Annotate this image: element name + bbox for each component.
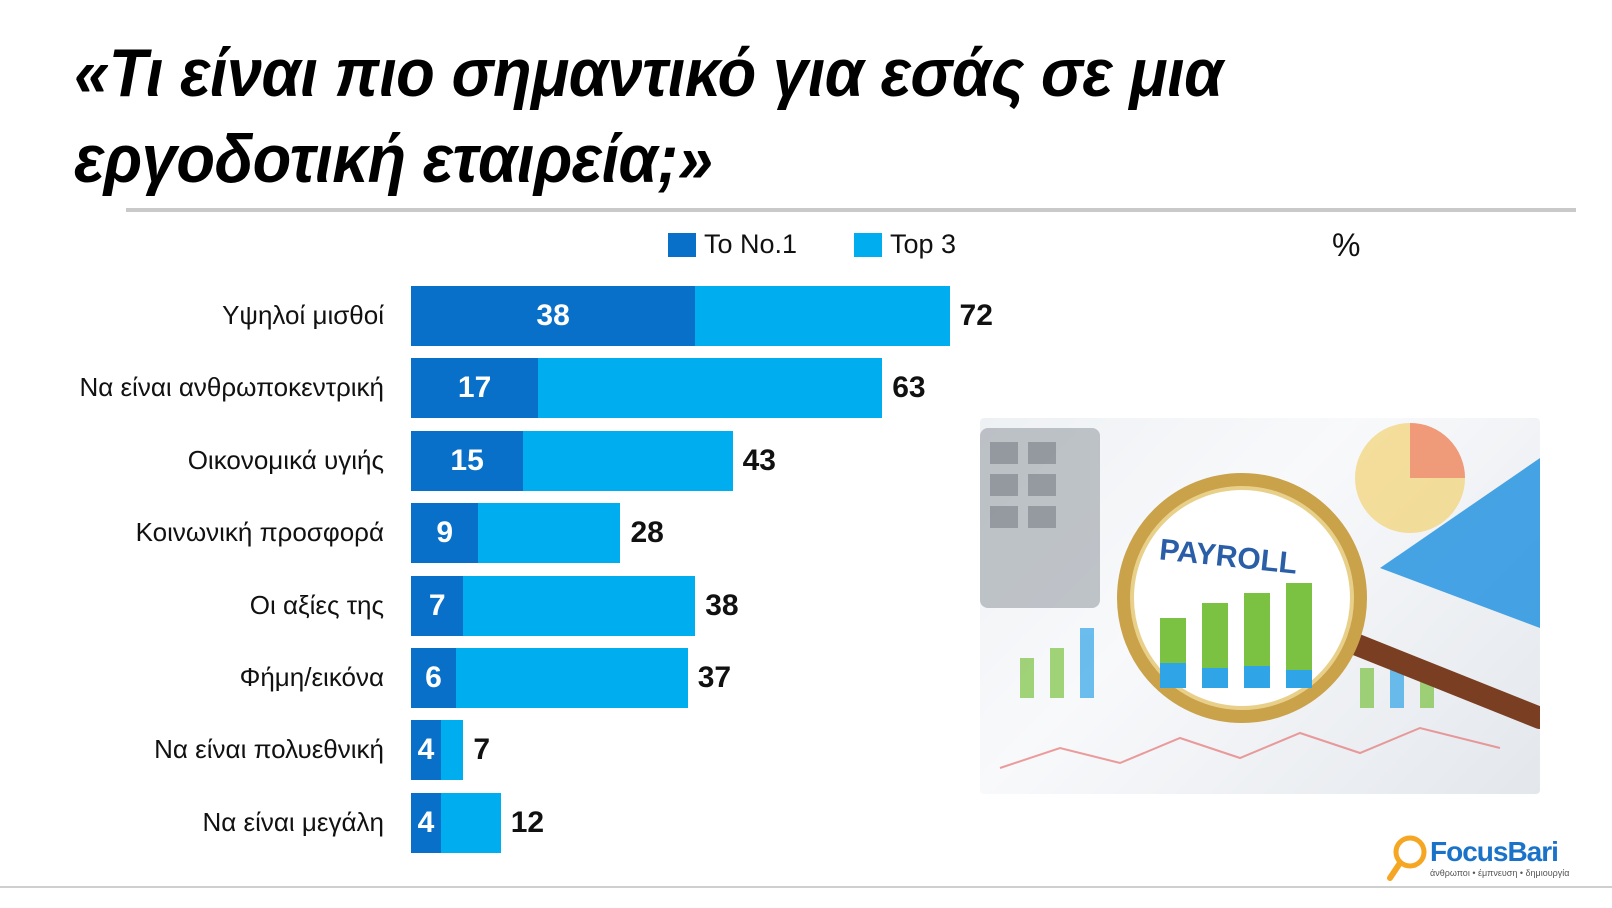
page-title: «Τι είναι πιο σημαντικό για εσάς σε μια … (74, 30, 1450, 202)
legend-label-top3: Top 3 (890, 229, 957, 259)
data-label-top3: 7 (473, 733, 491, 767)
legend-label-no1: Το No.1 (704, 229, 798, 259)
category-label: Φήμη/εικόνα (239, 662, 384, 692)
magnifying-glass-icon: PAYROLL (980, 423, 1540, 769)
title-line-1: «Τι είναι πιο σημαντικό για εσάς σε μια (74, 35, 1223, 111)
category-label: Οι αξίες της (249, 589, 384, 620)
data-label-top3: 12 (510, 805, 545, 839)
data-label-no1: 15 (450, 443, 484, 477)
focusbari-logo: FocusBari άνθρωποι • έμπνευση • δημιουργ… (1386, 834, 1570, 884)
footer-divider (0, 886, 1612, 888)
unit-label: % (1332, 227, 1361, 263)
bar-no1 (411, 720, 441, 781)
bar-no1 (411, 792, 441, 853)
legend-item-top3: Top 3 (854, 229, 956, 260)
bar-no1 (411, 648, 456, 708)
category-label: Να είναι πολυεθνική (154, 734, 384, 765)
bar-no1 (411, 503, 479, 564)
data-label-no1: 4 (417, 733, 435, 767)
bar-top3 (411, 648, 688, 708)
data-label-top3: 72 (959, 299, 993, 332)
logo-wordmark: FocusBari (1430, 836, 1559, 867)
legend-swatch-top3 (854, 232, 882, 257)
category-label: Οικονομικά υγιής (187, 444, 384, 475)
data-label-top3: 38 (705, 588, 739, 622)
data-label-no1: 7 (428, 588, 446, 622)
bar-no1 (411, 430, 524, 491)
data-label-no1: 6 (425, 661, 442, 694)
data-label-top3: 28 (630, 516, 664, 550)
magnifier-logo-icon (1387, 835, 1427, 881)
data-label-top3: 37 (697, 661, 732, 694)
data-label-no1: 4 (417, 805, 435, 839)
data-label-no1: 17 (457, 371, 492, 405)
payroll-photo: PAYROLL (980, 418, 1540, 794)
data-label-top3: 43 (742, 443, 776, 477)
data-label-no1: 9 (436, 516, 453, 550)
category-label: Κοινωνική προσφορά (135, 517, 384, 548)
category-label: Υψηλοί μισθοί (222, 300, 384, 330)
bar-no1 (411, 575, 464, 636)
legend-item-no1: Το No.1 (668, 229, 797, 260)
bar-no1 (411, 286, 696, 346)
legend-swatch-no1 (668, 232, 696, 257)
bar-no1 (411, 358, 539, 419)
title-divider (126, 208, 1576, 212)
title-line-2: εργοδοτική εταιρεία;» (74, 121, 713, 197)
data-label-no1: 38 (536, 299, 570, 332)
category-label: Να είναι μεγάλη (202, 806, 385, 837)
category-label: Να είναι ανθρωποκεντρική (79, 372, 384, 403)
logo-tagline: άνθρωποι • έμπνευση • δημιουργία (1430, 868, 1570, 878)
data-label-top3: 63 (892, 371, 926, 405)
